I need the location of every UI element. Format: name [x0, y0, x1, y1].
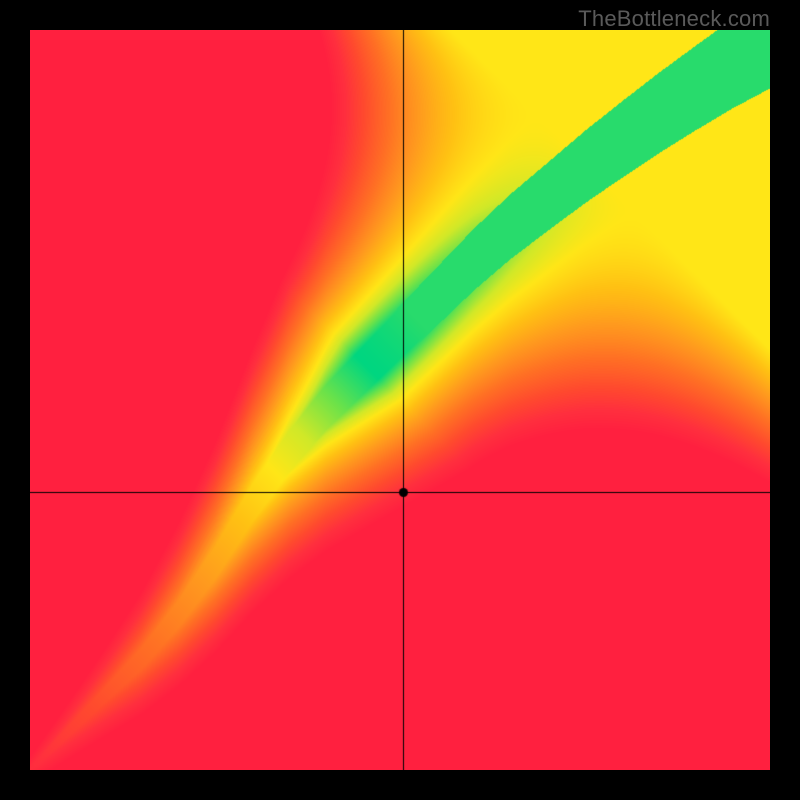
bottleneck-heatmap [30, 30, 770, 770]
watermark-text: TheBottleneck.com [578, 6, 770, 32]
chart-container: TheBottleneck.com [0, 0, 800, 800]
